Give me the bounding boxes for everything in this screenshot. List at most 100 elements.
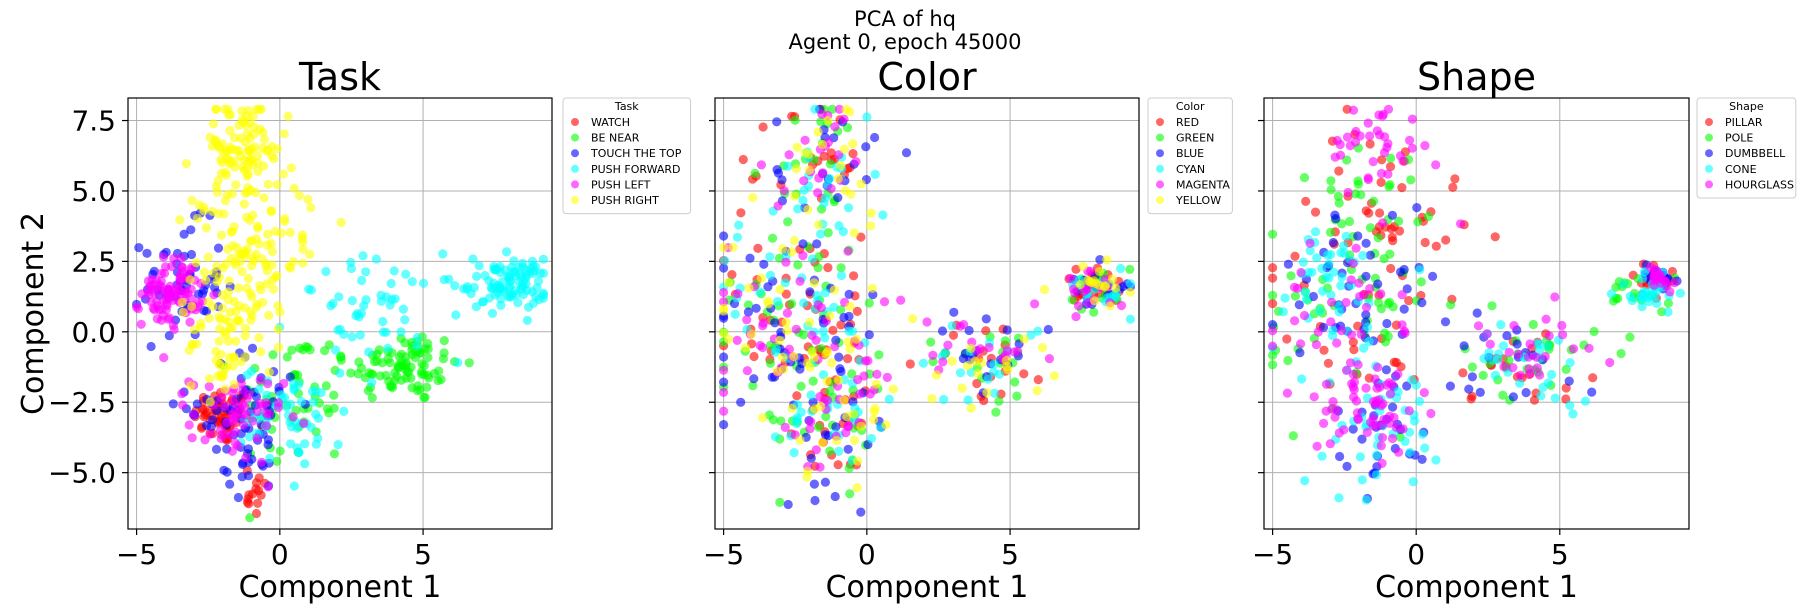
scatter-point <box>186 225 196 235</box>
scatter-point <box>982 388 992 398</box>
scatter-point <box>239 199 249 209</box>
scatter-point <box>472 271 482 281</box>
scatter-point <box>970 356 980 366</box>
scatter-point <box>1037 343 1048 353</box>
scatter-point <box>1071 312 1081 322</box>
scatter-point <box>357 275 367 286</box>
scatter-point <box>836 270 847 281</box>
scatter-point <box>983 374 993 384</box>
scatter-point <box>856 507 866 517</box>
scatter-point <box>143 276 153 286</box>
legend-box <box>562 97 692 215</box>
scatter-point <box>1330 210 1340 220</box>
scatter-point <box>1300 287 1310 297</box>
scatter-point <box>1326 176 1336 186</box>
x-tick-label: −5 <box>703 538 744 571</box>
scatter-point <box>1268 263 1278 273</box>
scatter-point <box>285 372 295 382</box>
scatter-point <box>371 254 381 264</box>
scatter-point <box>367 393 377 403</box>
scatter-point <box>802 472 812 482</box>
scatter-point <box>773 297 783 307</box>
scatter-point <box>245 513 255 523</box>
scatter-point <box>743 307 754 317</box>
scatter-point <box>1514 349 1524 359</box>
scatter-point <box>259 193 269 203</box>
scatter-point <box>251 188 261 198</box>
scatter-point <box>324 408 334 418</box>
scatter-point <box>1095 255 1105 265</box>
scatter-point <box>1400 436 1410 446</box>
scatter-point <box>758 318 768 328</box>
panel-title: Shape <box>1417 55 1536 99</box>
scatter-point <box>1402 381 1412 391</box>
scatter-point <box>1490 232 1500 242</box>
scatter-point <box>146 341 156 352</box>
scatter-point <box>451 310 461 320</box>
scatter-point <box>263 229 273 239</box>
scatter-point <box>208 415 218 425</box>
scatter-point <box>1531 352 1542 362</box>
y-tick-label: 0.0 <box>71 316 116 349</box>
scatter-point <box>502 247 512 257</box>
scatter-point <box>1353 414 1363 425</box>
scatter-point <box>748 381 758 391</box>
scatter-point <box>222 417 232 427</box>
scatter-point <box>396 375 406 385</box>
scatter-point <box>177 297 187 307</box>
scatter-point <box>335 324 345 334</box>
scatter-point <box>728 242 738 252</box>
legend-marker <box>571 149 579 158</box>
scatter-point <box>1499 362 1509 372</box>
scatter-point <box>248 416 258 426</box>
scatter-point <box>233 492 243 503</box>
scatter-point <box>521 273 531 283</box>
scatter-point <box>245 432 255 442</box>
scatter-point <box>1395 151 1406 161</box>
scatter-point <box>372 356 382 366</box>
scatter-point <box>843 444 853 454</box>
scatter-point <box>329 390 339 400</box>
scatter-point <box>1382 380 1392 390</box>
scatter-point <box>846 189 856 199</box>
scatter-point <box>1268 341 1278 351</box>
scatter-point <box>1397 183 1407 193</box>
scatter-point <box>727 270 737 280</box>
scatter-point <box>823 115 833 126</box>
scatter-point <box>228 241 238 251</box>
scatter-point <box>800 135 810 145</box>
scatter-point <box>1515 378 1525 388</box>
scatter-point <box>856 232 866 242</box>
scatter-point <box>199 267 209 277</box>
scatter-point <box>1286 271 1296 281</box>
scatter-point <box>1355 291 1365 302</box>
scatter-point <box>262 421 272 431</box>
scatter-point <box>1376 441 1386 451</box>
scatter-point <box>279 129 289 139</box>
scatter-point <box>1388 402 1398 412</box>
scatter-point <box>1663 307 1673 317</box>
scatter-point <box>286 439 296 449</box>
scatter-point <box>1426 408 1436 419</box>
scatter-point <box>1407 375 1417 385</box>
scatter-point <box>1584 343 1594 353</box>
scatter-point <box>261 261 271 271</box>
scatter-point <box>758 342 768 353</box>
scatter-point <box>222 190 232 200</box>
scatter-point <box>1588 373 1598 383</box>
legend-entry: HOURGLASS <box>1725 178 1794 191</box>
scatter-point <box>792 142 802 152</box>
scatter-point <box>1342 132 1353 142</box>
scatter-point <box>1357 475 1367 485</box>
scatter-point <box>807 330 817 340</box>
legend-marker <box>1156 133 1164 142</box>
scatter-point <box>1305 246 1315 256</box>
scatter-point <box>1387 433 1398 444</box>
x-tick-label: 5 <box>414 538 432 571</box>
scatter-point <box>791 324 801 334</box>
scatter-point <box>217 157 227 167</box>
scatter-point <box>1639 287 1649 297</box>
scatter-point <box>775 497 785 507</box>
scatter-point <box>1508 392 1518 402</box>
scatter-point <box>955 368 966 378</box>
